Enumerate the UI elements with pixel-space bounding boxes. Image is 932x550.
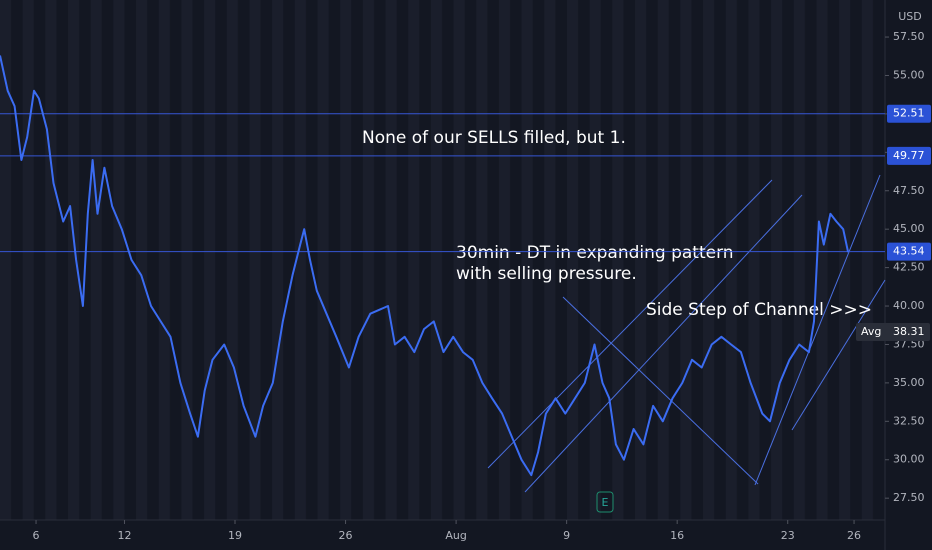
avg-name: Avg [861, 325, 881, 338]
y-tick-label: 40.00 [893, 299, 925, 312]
x-tick-label: Aug [445, 529, 466, 542]
x-tick-label: 23 [781, 529, 795, 542]
price-badge [887, 146, 931, 165]
x-tick-label: 16 [670, 529, 684, 542]
channel-line [487, 179, 773, 469]
annotation: Side Step of Channel >>> [646, 300, 872, 320]
session-shading [0, 0, 885, 520]
channel-line [524, 194, 803, 493]
avg-badge [856, 323, 930, 342]
event-icon[interactable] [596, 491, 614, 513]
annotation: None of our SELLS filled, but 1. [362, 128, 626, 148]
price-badge-label: 52.51 [893, 107, 925, 120]
x-tick-label: 6 [33, 529, 40, 542]
trend-lines [487, 174, 886, 493]
price-badge [887, 242, 931, 261]
y-tick-label: 45.00 [893, 222, 925, 235]
y-tick-label: 30.00 [893, 453, 925, 466]
y-tick-label: 57.50 [893, 30, 925, 43]
price-badge-label: 43.54 [893, 245, 925, 258]
pattern-line [562, 296, 759, 485]
avg-value: 38.31 [893, 325, 925, 338]
y-tick-label: 55.00 [893, 68, 925, 81]
channel-line [791, 279, 886, 431]
event-marker[interactable]: E [602, 496, 609, 509]
y-tick-label: 42.50 [893, 261, 925, 274]
x-tick-label: 9 [563, 529, 570, 542]
x-tick-label: 12 [117, 529, 131, 542]
price-line [0, 55, 850, 477]
currency-label: USD [898, 10, 922, 23]
y-tick-label: 47.50 [893, 184, 925, 197]
price-badge [887, 104, 931, 123]
x-tick-label: 26 [339, 529, 353, 542]
annotation: with selling pressure. [456, 264, 637, 284]
price-badge-label: 49.77 [893, 149, 925, 162]
y-tick-label: 32.50 [893, 414, 925, 427]
x-tick-label: 26 [847, 529, 861, 542]
y-tick-label: 27.50 [893, 491, 925, 504]
channel-line [754, 174, 881, 486]
x-tick-label: 19 [228, 529, 242, 542]
y-tick-label: 35.00 [893, 376, 925, 389]
annotation: 30min - DT in expanding pattern [456, 243, 734, 263]
